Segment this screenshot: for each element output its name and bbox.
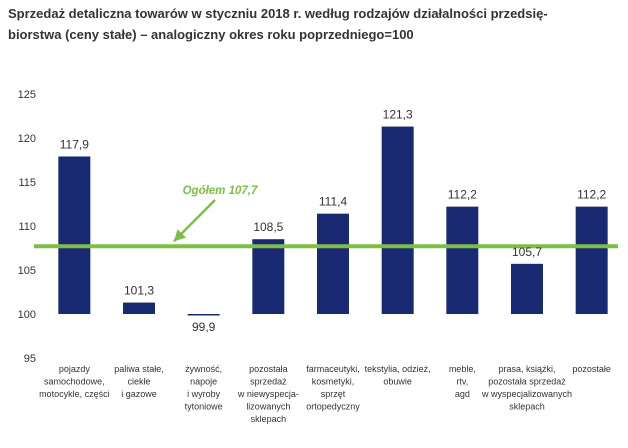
category-label: pozostała sprzedaż w niewyspecja-lizowanyc… — [237, 364, 299, 424]
category-label-line: pozostała sprzedaż — [488, 377, 566, 387]
category-label-line: farmaceutyki, — [306, 364, 360, 374]
category-label-line: sklepach — [509, 402, 545, 412]
category-label-line: w niewyspecja- — [237, 389, 299, 399]
bar — [317, 213, 349, 314]
bar-value-label: 101,3 — [124, 284, 154, 298]
bars — [58, 126, 608, 316]
category-label-line: obuwie — [383, 377, 412, 387]
category-label: farmaceutyki, kosmetyki, sprzęt ortopedyczn… — [306, 364, 360, 412]
category-label-line: i wyroby — [187, 389, 221, 399]
category-label-line: tekstylia, odzież, — [365, 364, 431, 374]
y-tick-label: 125 — [18, 89, 36, 101]
category-label-line: żywność, — [185, 364, 222, 374]
category-label-line: lizowanych — [246, 402, 290, 412]
bar — [511, 263, 543, 314]
category-label: żywność, napoje i wyroby tytoniowe — [185, 364, 223, 412]
y-tick-label: 120 — [18, 133, 36, 145]
category-label-line: pojazdy — [59, 364, 91, 374]
category-label-line: pozostałe — [572, 364, 611, 374]
bar-value-label: 111,4 — [319, 195, 348, 209]
y-axis-ticks: 95 100 105 110 115 120 125 — [18, 89, 36, 365]
category-label: tekstylia, odzież, obuwie — [365, 364, 431, 387]
category-label: pozostałe — [572, 364, 611, 374]
category-label-line: pozostała — [249, 364, 288, 374]
reference-line-group: Ogółem 107,7 — [34, 185, 618, 249]
bar-value-label: 112,2 — [577, 188, 606, 202]
category-label-line: paliwa stałe, — [114, 364, 164, 374]
category-label-line: rtv, — [456, 377, 468, 387]
y-tick-label: 105 — [18, 265, 36, 277]
bar — [187, 314, 220, 316]
category-label-line: i gazowe — [121, 389, 157, 399]
chart-title-line-1: Sprzedaż detaliczna towarów w styczniu 2… — [8, 6, 548, 21]
bar — [252, 239, 285, 314]
category-label-line: samochodowe, — [44, 377, 105, 387]
data-labels: 117,9 101,3 99,9 108,5 111,4 121,3 112,2 105,7 1… — [60, 108, 607, 334]
bar — [446, 206, 479, 314]
category-label: pojazdy samochodowe, motocykle, części — [39, 364, 110, 399]
category-label-line: motocykle, części — [39, 389, 110, 399]
bar-value-label: 99,9 — [192, 320, 216, 334]
category-labels: pojazdy samochodowe, motocykle, części pali… — [39, 364, 611, 424]
category-label-line: agd — [455, 389, 470, 399]
category-label-line: kosmetyki, — [312, 377, 355, 387]
bar-value-label: 105,7 — [512, 245, 542, 259]
category-label-line: sprzęt — [321, 389, 346, 399]
category-label-line: prasa, książki, — [498, 364, 555, 374]
y-tick-label: 110 — [18, 221, 36, 233]
y-tick-label: 115 — [18, 177, 36, 189]
bar — [381, 126, 414, 314]
category-label: meble, rtv, agd — [449, 364, 476, 399]
bar — [575, 206, 608, 314]
category-label-line: ortopedyczny — [306, 402, 360, 412]
reference-arrow-head — [174, 229, 187, 242]
reference-label: Ogółem 107,7 — [183, 185, 258, 197]
bar-value-label: 117,9 — [60, 137, 89, 151]
category-label-line: ciekłe — [127, 377, 150, 387]
bar-value-label: 108,5 — [253, 220, 283, 234]
y-tick-label: 95 — [24, 353, 36, 365]
chart-title: Sprzedaż detaliczna towarów w styczniu 2… — [8, 3, 618, 45]
category-label-line: sklepach — [251, 414, 287, 424]
category-label-line: sprzedaż — [250, 377, 287, 387]
category-label: paliwa stałe, ciekłe i gazowe — [114, 364, 164, 399]
bar — [123, 302, 155, 314]
category-label-line: w wyspecjalizowanych — [481, 389, 572, 399]
category-label-line: napoje — [190, 377, 217, 387]
bar-value-label: 121,3 — [383, 108, 413, 122]
y-tick-label: 100 — [18, 309, 36, 321]
category-label: prasa, książki, pozostała sprzedaż w wyspe… — [481, 364, 572, 412]
category-label-line: meble, — [449, 364, 476, 374]
category-label-line: tytoniowe — [185, 402, 223, 412]
bar-value-label: 112,2 — [448, 188, 477, 202]
bar — [58, 156, 91, 314]
chart-title-line-2: biorstwa (ceny stałe) – analogiczny okre… — [8, 27, 414, 42]
